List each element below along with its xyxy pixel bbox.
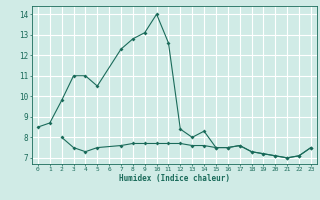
X-axis label: Humidex (Indice chaleur): Humidex (Indice chaleur) <box>119 174 230 183</box>
